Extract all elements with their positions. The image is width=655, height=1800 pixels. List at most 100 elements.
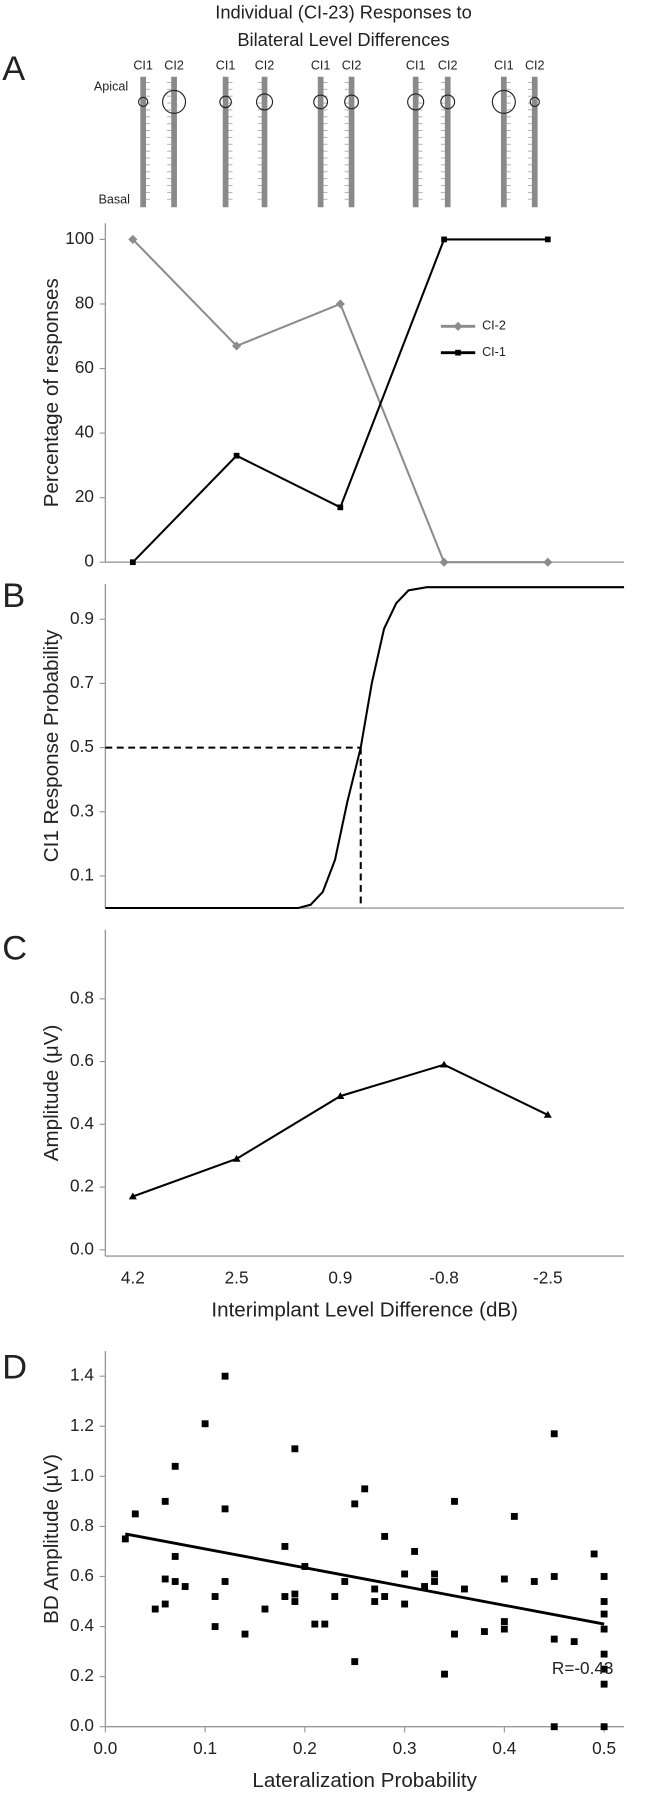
point [121, 1535, 129, 1543]
point [291, 1598, 299, 1605]
x-tick-label: 0.0 [93, 1738, 117, 1758]
point [500, 1625, 508, 1633]
point [211, 1623, 219, 1630]
y-tick-label: 0.0 [70, 1715, 94, 1735]
legend-label: CI-2 [482, 319, 506, 333]
x-axis-label: Lateralization Probability [252, 1769, 477, 1792]
electrode [171, 76, 177, 208]
point [281, 1543, 289, 1550]
point [590, 1550, 598, 1558]
electrode-label: CI1 [494, 59, 514, 73]
y-tick-label: 0.0 [70, 1238, 94, 1258]
y-axis-label: Amplitude (μV) [40, 1025, 63, 1162]
point [600, 1723, 608, 1731]
point [371, 1598, 379, 1605]
point [161, 1575, 169, 1583]
x-axis-label: Interimplant Level Difference (dB) [211, 1299, 518, 1322]
y-tick-label: 100 [65, 228, 94, 248]
point [321, 1620, 329, 1628]
marker [439, 557, 449, 567]
series-line [132, 238, 548, 564]
point [500, 1618, 508, 1625]
x-tick-label: -2.5 [533, 1268, 563, 1288]
point [550, 1635, 558, 1643]
point [600, 1598, 608, 1605]
x-tick-label: 0.9 [328, 1268, 352, 1288]
point [221, 1578, 229, 1585]
y-tick-label: 40 [75, 422, 94, 442]
point [161, 1600, 169, 1608]
panel-label: C [2, 929, 27, 967]
electrode [140, 76, 147, 208]
marker [543, 1110, 552, 1118]
y-tick-label: 60 [75, 357, 94, 377]
point [441, 1670, 448, 1678]
electrode-label: CI2 [255, 59, 275, 73]
series-line [132, 238, 548, 563]
apical-label: Apical [94, 79, 128, 93]
point [361, 1485, 369, 1493]
marker [233, 452, 240, 459]
electrode-label: CI2 [164, 59, 184, 73]
marker [128, 1192, 137, 1200]
marker [129, 559, 136, 566]
electrode [412, 76, 419, 208]
x-tick-label: 0.1 [193, 1738, 217, 1758]
point [221, 1505, 229, 1513]
point [451, 1630, 458, 1638]
point [211, 1593, 219, 1600]
point [171, 1553, 179, 1560]
point [351, 1658, 359, 1666]
point [421, 1583, 428, 1590]
x-tick-label: 2.5 [225, 1268, 249, 1288]
y-axis-label: BD Amplitude (μV) [40, 1454, 63, 1624]
point [550, 1573, 558, 1580]
panel-label: A [2, 50, 25, 88]
electrode-label: CI2 [525, 59, 545, 73]
point [151, 1605, 159, 1613]
point [510, 1512, 518, 1520]
y-tick-label: 0.4 [70, 1113, 94, 1133]
electrode [348, 76, 355, 208]
point [171, 1462, 179, 1470]
electrode [317, 76, 324, 208]
point [371, 1585, 379, 1593]
basal-label: Basal [98, 193, 129, 207]
point [241, 1630, 249, 1638]
point [550, 1723, 558, 1731]
y-tick-label: 0.6 [70, 1050, 94, 1070]
electrode [444, 76, 451, 208]
figure-title: Individual (CI-23) Responses to [215, 2, 472, 23]
electrode [222, 76, 229, 208]
marker [128, 234, 138, 245]
y-tick-label: 0.2 [70, 1665, 94, 1685]
y-tick-label: 20 [75, 486, 94, 506]
figure-title: Bilateral Level Differences [237, 29, 449, 50]
electrode [500, 76, 507, 208]
y-tick-label: 1.0 [70, 1465, 94, 1485]
marker [543, 557, 553, 567]
point [171, 1578, 179, 1585]
x-tick-label: 0.3 [393, 1738, 417, 1758]
electrode-label: CI1 [216, 59, 236, 73]
point [451, 1497, 458, 1505]
point [600, 1650, 608, 1658]
point [401, 1570, 409, 1578]
marker [337, 504, 344, 511]
y-tick-label: 0 [84, 551, 94, 571]
electrode [531, 76, 538, 208]
x-tick-label: 0.2 [293, 1738, 317, 1758]
stimulation-site [255, 93, 274, 111]
marker [544, 236, 551, 243]
stimulation-site [407, 93, 425, 111]
point [600, 1680, 608, 1688]
point [351, 1500, 359, 1508]
marker [336, 1092, 345, 1099]
stimulation-site [162, 89, 187, 114]
point [431, 1578, 438, 1585]
y-tick-label: 0.6 [70, 1565, 94, 1585]
point [281, 1593, 289, 1600]
point [500, 1575, 508, 1583]
y-tick-label: 0.7 [70, 672, 94, 692]
